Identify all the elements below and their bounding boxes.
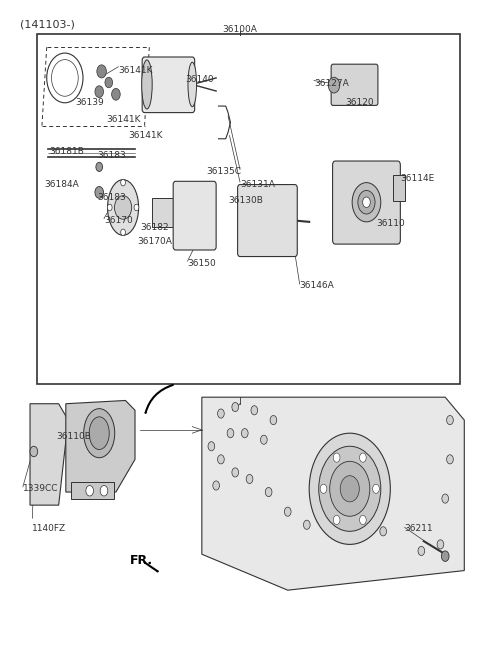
- Circle shape: [330, 461, 370, 516]
- Circle shape: [86, 486, 94, 496]
- Text: 36146A: 36146A: [300, 281, 335, 290]
- Circle shape: [213, 481, 219, 490]
- Polygon shape: [66, 401, 135, 492]
- Circle shape: [232, 468, 239, 477]
- FancyArrowPatch shape: [145, 385, 173, 413]
- Text: FR.: FR.: [130, 555, 154, 567]
- Circle shape: [241, 428, 248, 438]
- Circle shape: [284, 507, 291, 516]
- Text: 36141K: 36141K: [128, 131, 162, 140]
- Bar: [71, 482, 114, 499]
- Text: 36135C: 36135C: [206, 167, 241, 176]
- Circle shape: [363, 197, 370, 208]
- Circle shape: [30, 446, 37, 457]
- FancyBboxPatch shape: [142, 57, 195, 112]
- Text: 1140FZ: 1140FZ: [33, 524, 67, 533]
- Text: 36110B: 36110B: [56, 432, 91, 441]
- Circle shape: [261, 435, 267, 444]
- Ellipse shape: [84, 409, 115, 458]
- Circle shape: [270, 415, 277, 424]
- Circle shape: [120, 179, 125, 186]
- Text: 36182: 36182: [140, 223, 168, 232]
- Circle shape: [227, 428, 234, 438]
- Text: 36183: 36183: [97, 150, 126, 160]
- Circle shape: [352, 183, 381, 222]
- Circle shape: [442, 551, 449, 561]
- Text: 36110: 36110: [376, 219, 405, 229]
- Circle shape: [265, 487, 272, 497]
- Circle shape: [437, 540, 444, 549]
- Circle shape: [319, 446, 381, 532]
- Circle shape: [251, 406, 258, 415]
- Text: 36211: 36211: [405, 524, 433, 533]
- Circle shape: [120, 229, 125, 236]
- Circle shape: [112, 89, 120, 100]
- Circle shape: [232, 403, 239, 411]
- Text: 36127A: 36127A: [314, 79, 348, 87]
- FancyBboxPatch shape: [238, 185, 297, 256]
- Text: 36170A: 36170A: [137, 237, 172, 246]
- Circle shape: [358, 191, 375, 214]
- Circle shape: [100, 486, 108, 496]
- Circle shape: [97, 65, 107, 78]
- Text: 36184A: 36184A: [44, 180, 79, 189]
- Text: 36139: 36139: [75, 99, 104, 107]
- Text: 36100A: 36100A: [223, 25, 257, 34]
- Ellipse shape: [89, 417, 109, 449]
- Text: 36131A: 36131A: [240, 180, 275, 189]
- Text: 36140: 36140: [185, 76, 214, 84]
- FancyBboxPatch shape: [173, 181, 216, 250]
- Ellipse shape: [142, 60, 152, 109]
- Polygon shape: [202, 397, 464, 590]
- Text: 36150: 36150: [188, 259, 216, 267]
- Circle shape: [446, 455, 453, 464]
- FancyArrowPatch shape: [144, 562, 157, 572]
- Circle shape: [446, 415, 453, 424]
- Circle shape: [303, 520, 310, 530]
- Circle shape: [372, 484, 379, 493]
- Circle shape: [360, 515, 366, 524]
- Polygon shape: [30, 404, 68, 505]
- Circle shape: [95, 187, 104, 198]
- FancyBboxPatch shape: [331, 64, 378, 105]
- Circle shape: [96, 162, 103, 171]
- Bar: [37, 34, 459, 384]
- Ellipse shape: [188, 62, 197, 106]
- Text: 36141K: 36141K: [107, 115, 141, 124]
- Circle shape: [328, 78, 340, 93]
- Circle shape: [360, 453, 366, 463]
- Circle shape: [115, 196, 132, 219]
- Circle shape: [217, 455, 224, 464]
- Text: 36130B: 36130B: [228, 196, 263, 206]
- Text: 36141K: 36141K: [118, 66, 153, 75]
- Text: 36170: 36170: [104, 216, 133, 225]
- Bar: [152, 198, 178, 227]
- Circle shape: [309, 433, 390, 545]
- Circle shape: [208, 442, 215, 451]
- Text: (141103-): (141103-): [21, 20, 75, 30]
- Circle shape: [246, 474, 253, 484]
- Circle shape: [333, 453, 340, 463]
- Circle shape: [320, 484, 327, 493]
- FancyBboxPatch shape: [333, 161, 400, 244]
- Text: 1339CC: 1339CC: [23, 484, 59, 493]
- Text: 36120: 36120: [345, 99, 373, 107]
- Circle shape: [340, 476, 360, 502]
- Ellipse shape: [108, 179, 139, 235]
- Circle shape: [442, 494, 448, 503]
- Circle shape: [95, 86, 104, 97]
- Text: 36181B: 36181B: [49, 147, 84, 156]
- Circle shape: [333, 515, 340, 524]
- Text: 36183: 36183: [97, 193, 126, 202]
- Text: 36114E: 36114E: [400, 173, 434, 183]
- Bar: [393, 175, 405, 201]
- Circle shape: [380, 527, 386, 536]
- Circle shape: [134, 204, 139, 211]
- Circle shape: [418, 547, 425, 556]
- Circle shape: [217, 409, 224, 418]
- Circle shape: [108, 204, 112, 211]
- Circle shape: [105, 78, 113, 88]
